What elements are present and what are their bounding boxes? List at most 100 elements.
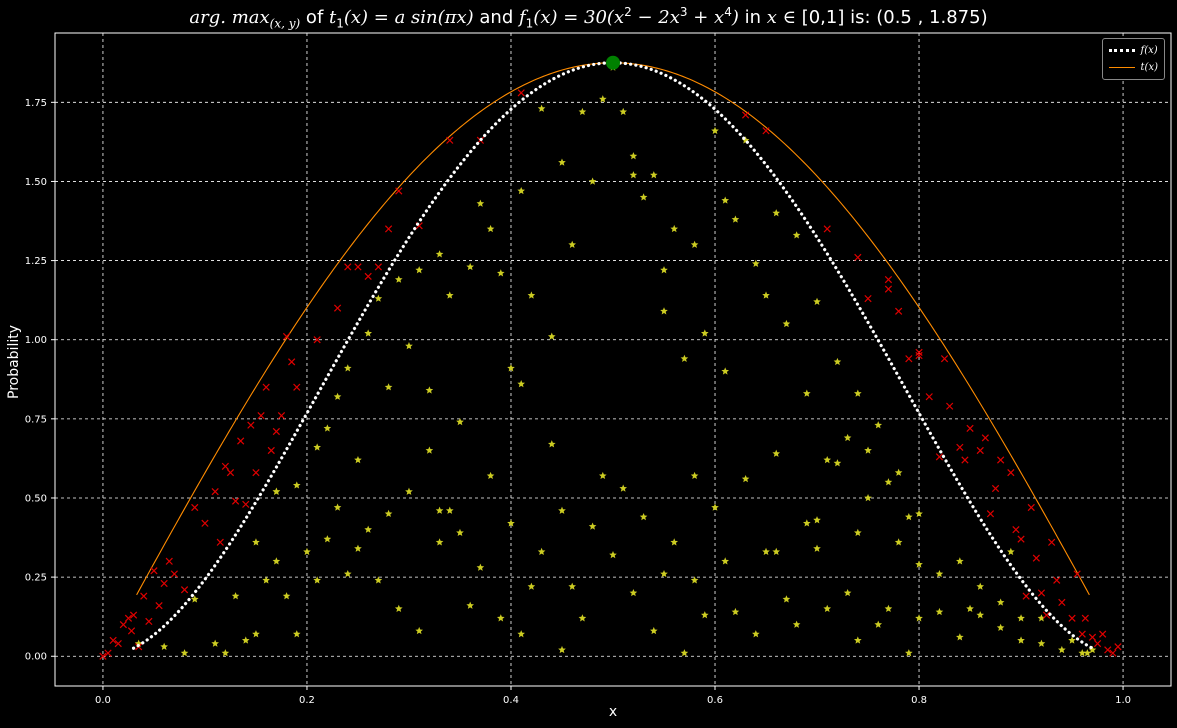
accepted-point — [415, 626, 423, 635]
accepted-point — [741, 474, 750, 483]
x-tick-label: 0.0 — [95, 695, 111, 706]
accepted-point — [833, 459, 842, 467]
accepted-point — [905, 649, 913, 657]
accepted-point — [854, 389, 862, 397]
accepted-point — [1017, 614, 1025, 622]
accepted-point — [323, 424, 332, 432]
accepted-point — [813, 544, 821, 552]
rejected-point — [1109, 649, 1117, 657]
rejected-point — [252, 469, 260, 477]
legend-item-t: t(x) — [1108, 59, 1158, 76]
title-t1-sub: 1 — [336, 16, 344, 31]
accepted-point — [252, 538, 260, 546]
accepted-point — [445, 506, 454, 514]
accepted-point — [466, 262, 474, 271]
accepted-point — [996, 623, 1005, 631]
rejected-point — [237, 437, 245, 445]
accepted-point — [935, 569, 944, 578]
accepted-point — [517, 380, 525, 388]
rejected-point — [997, 456, 1005, 464]
accepted-point — [782, 595, 791, 603]
accepted-point — [241, 636, 250, 644]
accepted-point — [292, 481, 301, 489]
y-tick-label: 1.25 — [25, 256, 47, 267]
accepted-point — [711, 126, 719, 135]
title-f1-exp2: 2 — [624, 5, 632, 19]
f-curve-layer — [131, 61, 1095, 650]
accepted-point — [956, 633, 964, 641]
accepted-point — [160, 642, 168, 650]
rejected-point — [226, 469, 235, 477]
rejected-point — [961, 456, 969, 464]
rejected-point — [1032, 554, 1040, 562]
accepted-point — [435, 250, 444, 258]
title-f1-rhs-c: + x — [687, 7, 725, 28]
accepted-point — [792, 620, 801, 628]
y-tick-label: 0.00 — [25, 652, 47, 663]
x-axis-label: x — [608, 704, 618, 720]
rejected-point — [277, 412, 286, 420]
accepted-point — [456, 418, 464, 426]
rejected-point — [293, 383, 301, 391]
accepted-point — [639, 193, 648, 201]
title-f1-exp3: 3 — [679, 5, 688, 19]
accepted-point — [823, 456, 832, 464]
rejected-point — [1088, 633, 1097, 641]
grid-lines — [55, 33, 1171, 686]
rejected-point — [895, 307, 903, 315]
rejected-point — [127, 627, 136, 635]
argmax-layer — [606, 55, 620, 70]
accepted-point — [1037, 639, 1046, 647]
accepted-point — [721, 557, 730, 565]
accepted-point — [384, 383, 393, 391]
accepted-point — [629, 152, 638, 160]
rejected-point — [150, 567, 158, 575]
rejected-point — [180, 586, 189, 594]
accepted-point — [996, 598, 1005, 606]
accepted-point — [690, 576, 699, 584]
accepted-point — [884, 478, 893, 486]
accepted-point — [935, 607, 944, 616]
rejected-point — [1012, 526, 1020, 534]
accepted-point — [517, 630, 525, 638]
rejected-point — [1099, 630, 1107, 638]
x-tick-label: 0.8 — [911, 695, 927, 706]
accepted-point — [527, 291, 536, 299]
accepted-point — [864, 493, 872, 502]
accepted-point — [476, 563, 485, 571]
rejected-point — [1007, 469, 1015, 477]
accepted-point — [578, 614, 587, 622]
accepted-point — [384, 509, 393, 518]
accepted-point — [792, 231, 801, 239]
accepted-point — [262, 576, 270, 584]
accepted-point — [558, 645, 566, 654]
rejected-point — [517, 89, 525, 97]
accepted-point — [843, 588, 852, 597]
legend-label-t: t(x) — [1140, 62, 1158, 73]
accepted-point — [476, 199, 485, 207]
accepted-point — [782, 319, 791, 328]
accepted-point — [854, 528, 862, 537]
rejected-point — [1078, 630, 1086, 638]
rejected-point — [446, 136, 454, 144]
rejected-point — [344, 263, 352, 271]
accepted-point — [609, 550, 617, 559]
accepted-point — [272, 557, 281, 565]
x-tick-label: 0.4 — [503, 695, 519, 706]
accepted-point — [629, 171, 638, 179]
accepted-point — [445, 291, 454, 299]
accepted-point — [690, 240, 699, 248]
accepted-point — [966, 604, 974, 612]
accepted-point — [496, 614, 505, 622]
rejected-point — [231, 497, 240, 505]
accepted-point — [894, 468, 903, 476]
t-curve-layer — [136, 62, 1090, 596]
rejected-point — [884, 285, 893, 293]
accepted-point — [752, 630, 760, 638]
title-f1-rhs-a: (x) = 30(x — [533, 7, 625, 28]
accepted-point — [558, 506, 566, 514]
accepted-point — [639, 512, 648, 521]
accepted-point — [1058, 645, 1066, 654]
accepted-point — [333, 392, 342, 400]
rejected-point — [354, 263, 362, 271]
